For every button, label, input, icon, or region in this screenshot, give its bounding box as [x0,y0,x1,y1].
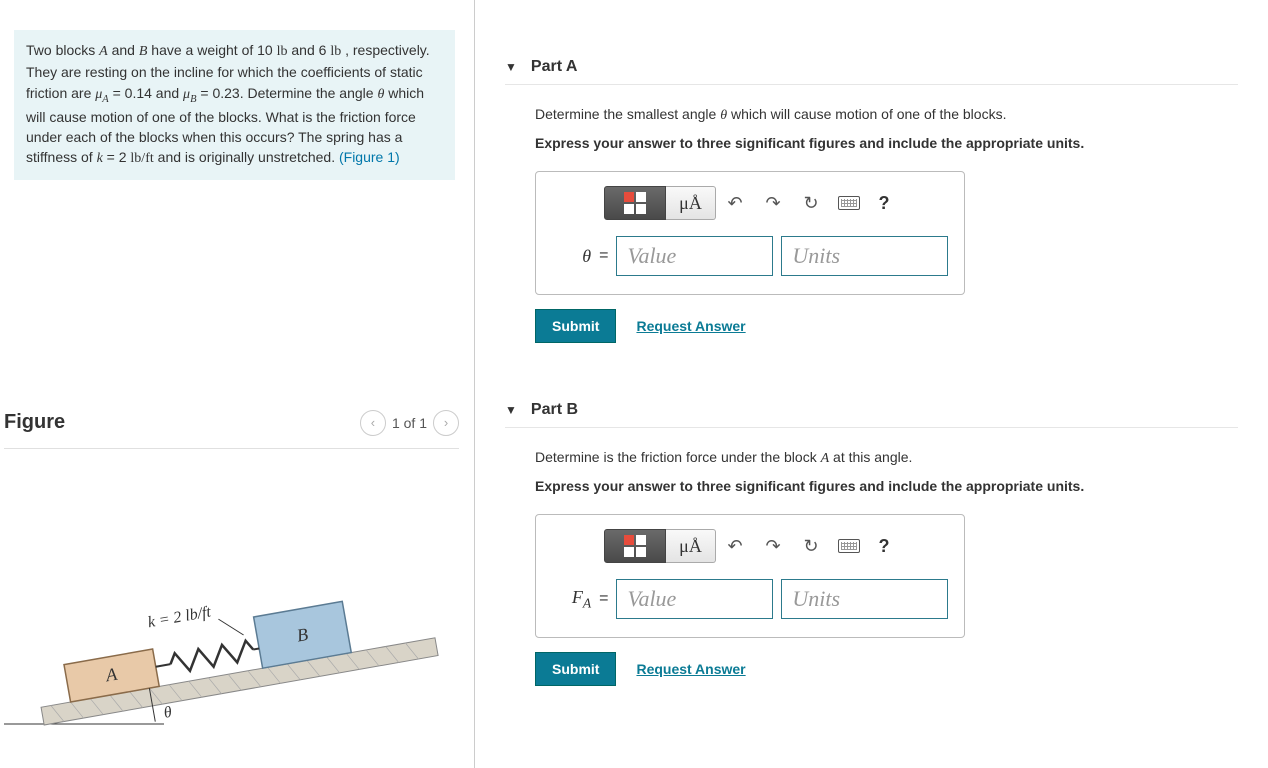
part-a-section: ▼ Part A Determine the smallest angle θ … [505,50,1238,373]
part-b-variable-label: FA [552,587,591,612]
figure-header: Figure ‹ 1 of 1 › [4,410,459,449]
part-b-value-input[interactable]: Value [616,579,773,619]
part-a-request-answer-link[interactable]: Request Answer [636,318,745,334]
part-b-header[interactable]: ▼ Part B [505,393,1238,428]
part-a-submit-row: Submit Request Answer [535,309,1238,343]
right-panel: ▼ Part A Determine the smallest angle θ … [475,0,1268,768]
reset-button[interactable]: ↻ [792,529,830,563]
keyboard-icon [838,539,860,553]
collapse-caret-icon: ▼ [505,403,517,417]
figure-pager: ‹ 1 of 1 › [360,410,459,436]
figure-title: Figure [4,411,65,434]
undo-button[interactable]: ↶ [716,186,754,220]
part-a-submit-button[interactable]: Submit [535,309,616,343]
equals-sign: = [599,590,608,608]
equals-sign: = [599,247,608,265]
figure-page-indicator: 1 of 1 [392,415,427,431]
part-a-header[interactable]: ▼ Part A [505,50,1238,85]
figure-diagram: A B θ k = 2 lb/ft [4,529,444,729]
part-b-submit-button[interactable]: Submit [535,652,616,686]
part-a-variable-label: θ [552,246,591,267]
left-panel: Two blocks A and B have a weight of 10 l… [0,0,475,768]
part-a-body: Determine the smallest angle θ which wil… [505,105,1238,373]
problem-text: Two blocks [26,42,99,58]
part-b-toolbar: μÅ ↶ ↷ ↻ ? [604,529,948,563]
k-label: k = 2 lb/ft [147,603,213,631]
units-picker-button[interactable]: μÅ [666,529,716,563]
part-b-request-answer-link[interactable]: Request Answer [636,661,745,677]
part-b-title: Part B [531,401,578,419]
keyboard-button[interactable] [830,186,868,220]
theta-label: θ [163,703,174,721]
problem-statement: Two blocks A and B have a weight of 10 l… [14,30,455,180]
reset-button[interactable]: ↻ [792,186,830,220]
help-button[interactable]: ? [868,529,900,563]
part-a-format-note: Express your answer to three significant… [535,134,1238,154]
figure-prev-button[interactable]: ‹ [360,410,386,436]
collapse-caret-icon: ▼ [505,60,517,74]
part-b-body: Determine is the friction force under th… [505,448,1238,716]
part-a-instruction: Determine the smallest angle θ which wil… [535,105,1238,126]
units-picker-button[interactable]: μÅ [666,186,716,220]
keyboard-icon [838,196,860,210]
part-b-section: ▼ Part B Determine is the friction force… [505,393,1238,716]
part-a-answer-row: θ = Value Units [552,236,948,276]
part-b-instruction: Determine is the friction force under th… [535,448,1238,469]
figure-next-button[interactable]: › [433,410,459,436]
figure-link[interactable]: (Figure 1) [339,149,400,165]
help-button[interactable]: ? [868,186,900,220]
part-a-title: Part A [531,58,578,76]
templates-button[interactable] [604,529,666,563]
part-b-answer-box: μÅ ↶ ↷ ↻ ? FA = Value Units [535,514,965,638]
part-b-units-input[interactable]: Units [781,579,948,619]
templates-button[interactable] [604,186,666,220]
part-b-submit-row: Submit Request Answer [535,652,1238,686]
part-a-toolbar: μÅ ↶ ↷ ↻ ? [604,186,948,220]
part-a-value-input[interactable]: Value [616,236,773,276]
part-a-units-input[interactable]: Units [781,236,948,276]
redo-button[interactable]: ↷ [754,186,792,220]
part-a-answer-box: μÅ ↶ ↷ ↻ ? θ = Value Units [535,171,965,295]
redo-button[interactable]: ↷ [754,529,792,563]
undo-button[interactable]: ↶ [716,529,754,563]
part-b-answer-row: FA = Value Units [552,579,948,619]
keyboard-button[interactable] [830,529,868,563]
part-b-format-note: Express your answer to three significant… [535,477,1238,497]
var-A: A [99,44,108,59]
main-layout: Two blocks A and B have a weight of 10 l… [0,0,1268,768]
